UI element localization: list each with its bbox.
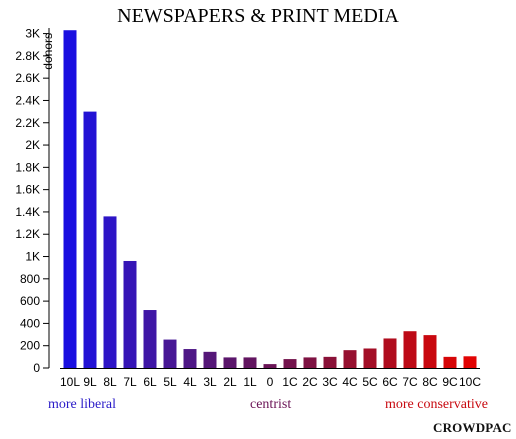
x-tick-label: 9L — [83, 375, 97, 389]
y-tick-label: 1K — [25, 250, 40, 264]
footer-more-conservative: more conservative — [385, 397, 488, 412]
bar-9L — [83, 111, 97, 368]
x-tick-label: 10C — [459, 375, 481, 389]
y-axis-label: donors — [41, 33, 55, 70]
y-tick-label: 2K — [25, 138, 40, 152]
bar-9C — [443, 356, 457, 368]
x-tick-label: 9C — [442, 375, 458, 389]
x-tick-label: 4L — [183, 375, 197, 389]
bars — [63, 30, 477, 369]
x-tick-label: 4C — [342, 375, 358, 389]
x-tick-label: 6L — [143, 375, 157, 389]
y-tick-label: 600 — [20, 294, 40, 308]
y-tick-label: 2.4K — [15, 93, 40, 107]
y-tick-label: 400 — [20, 316, 40, 330]
footer-centrist: centrist — [250, 397, 291, 412]
bar-2C — [303, 357, 317, 368]
bar-2L — [223, 357, 237, 368]
y-tick-label: 800 — [20, 272, 40, 286]
y-tick-label: 200 — [20, 339, 40, 353]
x-tick-label: 3L — [203, 375, 217, 389]
bar-3L — [203, 351, 217, 368]
x-tick-label: 6C — [382, 375, 398, 389]
x-tick-label: 8C — [422, 375, 438, 389]
x-tick-label: 5L — [163, 375, 177, 389]
bar-7L — [123, 260, 137, 368]
x-axis: 10L 9L 8L 7L 6L 5L 4L 3L 2L 1L 0 1C 2C 3C 4C 5C 6C 7C 8C 9C… — [60, 368, 481, 389]
y-tick-label: 2.6K — [15, 71, 40, 85]
y-axis: 0 200 400 600 800 1K 1.2K 1.4K 1.6K 1.8K 2K 2.2K 2.4… — [15, 27, 50, 375]
bar-6L — [143, 310, 157, 368]
x-tick-label: 10L — [60, 375, 80, 389]
footer-more-liberal: more liberal — [48, 397, 116, 412]
brand-logo-text: CROWDPAC — [433, 420, 512, 435]
y-tick-label: 3K — [25, 27, 40, 41]
x-tick-label: 2L — [223, 375, 237, 389]
x-tick-label: 7C — [402, 375, 418, 389]
y-tick-label: 1.8K — [15, 160, 40, 174]
x-tick-label: 7L — [123, 375, 137, 389]
bar-4C — [343, 350, 357, 368]
bar-5C — [363, 348, 377, 368]
bar-6C — [383, 338, 397, 368]
bar-8C — [423, 335, 437, 368]
bar-8L — [103, 216, 117, 368]
x-tick-label: 1C — [282, 375, 298, 389]
y-tick-label: 2.8K — [15, 49, 40, 63]
x-tick-label: 2C — [302, 375, 318, 389]
bar-7C — [403, 331, 417, 368]
x-tick-label: 8L — [103, 375, 117, 389]
y-tick-label: 1.6K — [15, 183, 40, 197]
x-tick-label: 1L — [243, 375, 257, 389]
y-tick-label: 2.2K — [15, 116, 40, 130]
bar-10C — [463, 356, 477, 368]
bar-1L — [243, 357, 257, 368]
bar-5L — [163, 339, 177, 368]
bar-3C — [323, 356, 337, 368]
x-tick-label: 5C — [362, 375, 378, 389]
chart-title: NEWSPAPERS & PRINT MEDIA — [117, 5, 399, 27]
x-tick-label: 0 — [267, 375, 274, 389]
x-tick-label: 3C — [322, 375, 338, 389]
bar-4L — [183, 349, 197, 368]
bar-10L — [63, 30, 77, 369]
y-tick-label: 1.2K — [15, 227, 40, 241]
y-tick-label: 0 — [33, 361, 40, 375]
y-tick-label: 1.4K — [15, 205, 40, 219]
bar-1C — [283, 359, 297, 368]
bar-0 — [263, 364, 277, 368]
